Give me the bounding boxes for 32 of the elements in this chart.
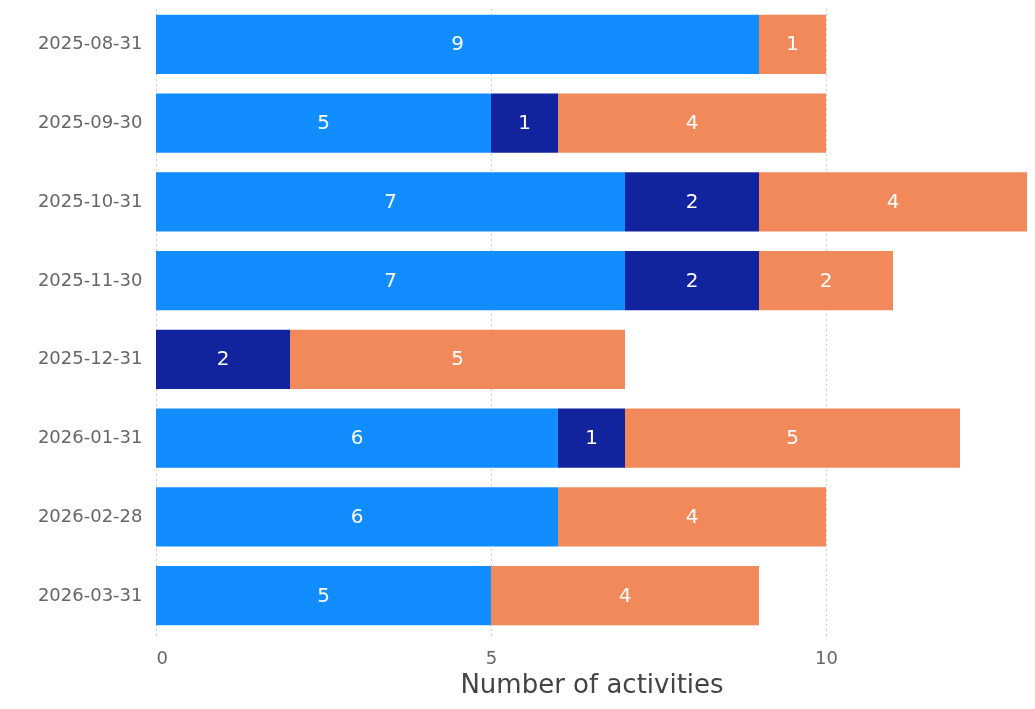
- x-tick-label: 5: [485, 646, 498, 668]
- y-tick-label: 2026-01-31: [37, 426, 143, 448]
- data-label: 4: [618, 582, 632, 607]
- data-label: 7: [384, 267, 397, 292]
- data-label: 1: [786, 31, 799, 56]
- y-tick-label: 2026-02-28: [37, 504, 143, 526]
- x-tick-label: 0: [156, 646, 168, 668]
- data-label: 2: [216, 346, 230, 371]
- data-label: 4: [685, 110, 699, 135]
- data-label: 7: [384, 188, 397, 213]
- x-axis-title: Number of activities: [460, 668, 724, 699]
- data-label: 5: [317, 110, 330, 135]
- y-tick-label: 2025-10-31: [37, 189, 143, 211]
- data-label: 2: [685, 188, 699, 213]
- data-label: 5: [451, 346, 464, 371]
- y-tick-label: 2026-03-31: [37, 583, 143, 605]
- data-label: 4: [685, 503, 699, 528]
- y-tick-label: 2025-11-30: [37, 268, 143, 290]
- data-label: 5: [317, 582, 330, 607]
- data-label: 5: [786, 425, 799, 450]
- data-label: 6: [350, 503, 364, 528]
- data-label: 1: [518, 110, 531, 135]
- y-tick-label: 2025-09-30: [37, 111, 143, 133]
- y-tick-label: 2025-12-31: [37, 347, 143, 369]
- data-label: 2: [819, 267, 833, 292]
- data-label: 9: [451, 31, 464, 56]
- data-label: 6: [350, 425, 364, 450]
- data-label: 1: [585, 425, 598, 450]
- x-tick-label: 10: [815, 646, 838, 668]
- y-tick-label: 2025-08-31: [37, 32, 143, 54]
- data-label: 4: [886, 188, 900, 213]
- data-label: 2: [685, 267, 699, 292]
